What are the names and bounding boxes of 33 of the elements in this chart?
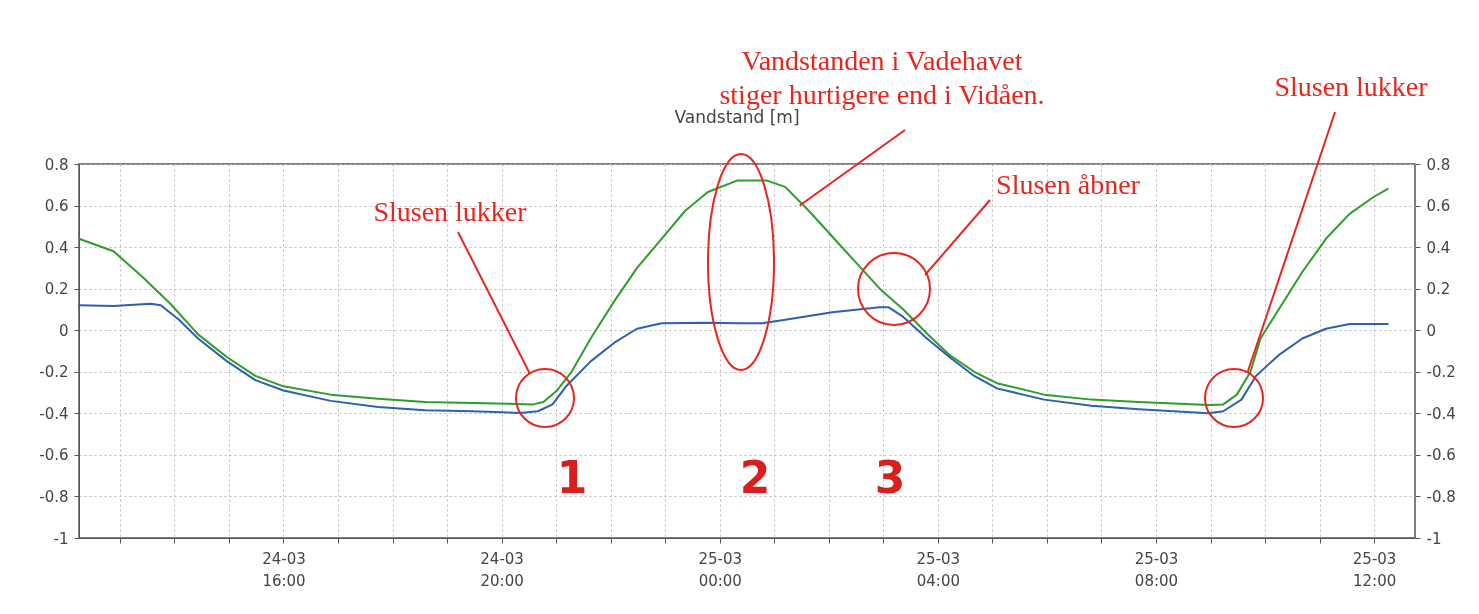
y2-tick-label: -0.4 <box>1426 404 1456 423</box>
y-tick-label: 0.8 <box>44 155 69 174</box>
annotation: 2 <box>739 452 771 503</box>
y-tick-label: -0.6 <box>39 446 69 465</box>
annotation: Slusen lukker <box>1274 71 1429 102</box>
annotation: Slusen lukker <box>373 196 528 227</box>
y2-tick-label: 0.6 <box>1426 197 1451 216</box>
y2-tick-label: -0.2 <box>1426 363 1456 382</box>
y-tick-label: -0.8 <box>39 487 69 506</box>
y2-tick-label: -0.8 <box>1426 487 1456 506</box>
x-tick-label: 25-03 04:00 <box>916 549 961 590</box>
y2-tick-label: 0.2 <box>1426 280 1451 299</box>
x-tick-label: 25-03 00:00 <box>698 549 743 590</box>
y-tick-label: 0 <box>58 321 69 340</box>
y2-tick-label: -1 <box>1426 529 1442 548</box>
annotation: Slusen åbner <box>996 169 1141 200</box>
y2-tick-label: -0.6 <box>1426 446 1456 465</box>
y-tick-label: -0.2 <box>39 363 69 382</box>
y-tick-label: -0.4 <box>39 404 69 423</box>
y2-tick-label: 0.4 <box>1426 238 1451 257</box>
annotation: Vandstanden i Vadehavet stiger hurtigere end i Vidåen. <box>719 45 1045 110</box>
y2-tick-label: 0 <box>1426 321 1437 340</box>
annotation: 3 <box>874 452 906 503</box>
y-tick-label: -1 <box>53 529 69 548</box>
x-tick-label: 25-03 12:00 <box>1352 549 1397 590</box>
y-tick-label: 0.2 <box>44 280 69 299</box>
y-tick-label: 0.6 <box>44 197 69 216</box>
y2-tick-label: 0.8 <box>1426 155 1451 174</box>
x-tick-label: 24-03 20:00 <box>480 549 524 590</box>
x-tick-label: 24-03 16:00 <box>262 549 306 590</box>
y-tick-label: 0.4 <box>44 238 69 257</box>
annotation: 1 <box>556 452 588 503</box>
x-tick-label: 25-03 08:00 <box>1134 549 1179 590</box>
